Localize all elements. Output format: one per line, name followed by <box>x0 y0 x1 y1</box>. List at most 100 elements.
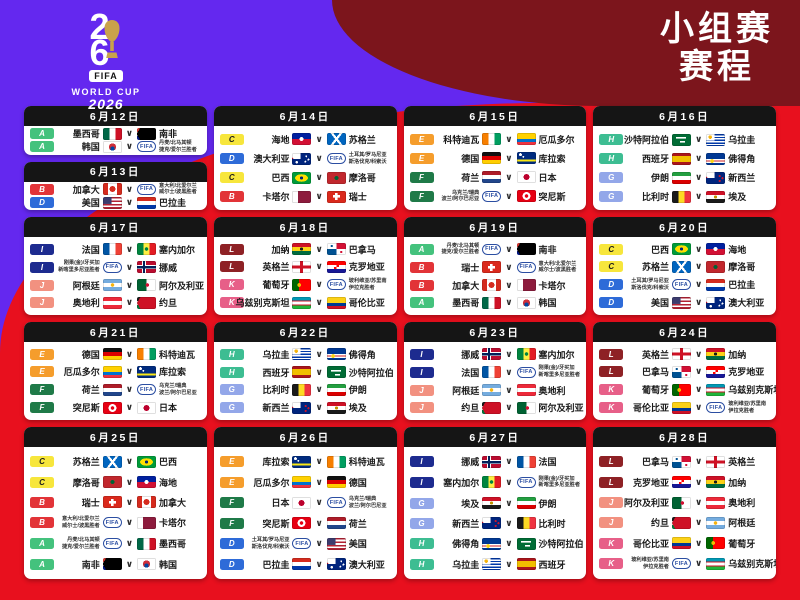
korea-flag <box>516 296 536 309</box>
away-team: 巴西 <box>137 455 201 468</box>
group-badge: H <box>409 538 434 550</box>
mexico-flag <box>102 127 122 140</box>
group-badge: J <box>30 279 54 291</box>
home-team: 墨西哥 <box>58 127 122 140</box>
date-header: 6月23日 <box>403 322 587 342</box>
team-name: 阿根廷 <box>452 385 480 396</box>
austria-flag <box>516 384 536 397</box>
new-zealand-flag <box>482 517 502 530</box>
team-name: 巴拿马 <box>348 244 376 255</box>
group-badge: E <box>409 152 434 164</box>
team-name: 海地 <box>728 244 747 255</box>
switzerland-flag <box>102 496 122 509</box>
match-row: K 哥伦比亚 ∨ 葡萄牙 <box>599 537 770 550</box>
match-row: I 挪威 ∨ 法国 <box>409 455 581 468</box>
team-name: 南非 <box>159 129 178 139</box>
netherlands-flag <box>326 517 346 530</box>
match-row: H 沙特阿拉伯 ∨ 乌拉圭 <box>599 133 770 146</box>
page-title: 小组赛 赛程 <box>660 10 774 86</box>
scotland-flag <box>326 133 346 146</box>
home-team: 哥伦比亚 <box>627 401 691 414</box>
group-badge: F <box>219 497 244 509</box>
team-name: 奥地利 <box>72 298 100 309</box>
south-africa-flag <box>516 243 536 256</box>
team-name: 加拿大 <box>159 497 187 508</box>
day-card: 6月12日 A 墨西哥 ∨ 南非 A 韩国 ∨ FIFA 丹麦/北马其顿 捷克/爱尔兰胜者 <box>24 106 207 155</box>
match-row: E 厄瓜多尔 ∨ 库拉索 <box>30 365 201 378</box>
panama-flag <box>671 455 691 468</box>
versus-icon: ∨ <box>694 517 703 528</box>
away-team: FIFA 乌克兰/瑞典 波兰/阿尔巴尼亚 <box>326 496 391 510</box>
team-name: 新西兰 <box>452 518 480 529</box>
belgium-flag <box>516 517 536 530</box>
team-name: 埃及 <box>728 192 747 202</box>
group-badge: K <box>219 279 244 291</box>
group-badge: C <box>219 133 244 145</box>
mexico-flag <box>137 537 157 550</box>
japan-flag <box>137 401 157 414</box>
team-name: 埃及 <box>348 403 367 414</box>
team-name: 海地 <box>159 477 178 488</box>
senegal-flag <box>482 476 502 489</box>
away-team: FIFA 玻利维亚/苏里南 伊拉克胜者 <box>706 401 770 415</box>
team-name: 约旦 <box>159 298 178 309</box>
australia-flag <box>292 152 312 165</box>
home-team: 阿根廷 <box>438 384 502 397</box>
away-team: 埃及 <box>706 190 770 203</box>
page-title-line2: 赛程 <box>679 48 755 87</box>
card-body: E 科特迪瓦 ∨ 厄瓜多尔 E 德国 ∨ 库拉索 F 荷兰 ∨ 日本 F 乌克兰/瑞典 波兰/阿尔巴尼亚 FI… <box>404 126 587 210</box>
team-name: 英格兰 <box>262 262 290 273</box>
team-name: 沙特阿拉伯 <box>348 367 394 378</box>
versus-icon: ∨ <box>694 172 703 182</box>
team-name: 伊朗 <box>650 173 669 183</box>
paraguay-flag <box>292 558 312 571</box>
canada-flag <box>137 496 157 509</box>
egypt-flag <box>326 401 346 414</box>
match-row: G 比利时 ∨ 埃及 <box>599 190 770 203</box>
home-team: 卡塔尔 <box>248 190 312 203</box>
versus-icon: ∨ <box>125 538 134 549</box>
day-card: 6月13日 B 加拿大 ∨ FIFA 意大利/北爱尔兰 威尔士/波黑胜者 D 美国 ∨ 巴拉圭 <box>24 161 207 210</box>
match-row: F 日本 ∨ FIFA 乌克兰/瑞典 波兰/阿尔巴尼亚 <box>219 496 391 510</box>
versus-icon: ∨ <box>694 456 703 467</box>
match-row: H 佛得角 ∨ 沙特阿拉伯 <box>409 537 584 550</box>
match-row: C 海地 ∨ 苏格兰 <box>219 133 391 146</box>
canada-flag <box>482 279 502 292</box>
team-name: 日本 <box>271 498 290 509</box>
ecuador-flag <box>292 476 312 489</box>
portugal-flag <box>671 383 691 396</box>
team-name: 美国 <box>348 539 367 550</box>
logo-year: 2026 <box>88 96 124 112</box>
team-name: 科特迪瓦 <box>443 134 480 145</box>
away-team: 澳大利亚 <box>706 296 770 309</box>
team-name: 墨西哥 <box>159 539 187 550</box>
home-team: 突尼斯 <box>58 401 122 414</box>
fifa-playoff-badge: FIFA <box>671 279 691 291</box>
team-name: 比利时 <box>262 385 290 396</box>
away-team: 比利时 <box>516 517 581 530</box>
day-card: 6月28日 L 巴拿马 ∨ 英格兰 L 克罗地亚 ∨ 加纳 J 阿尔及利亚 ∨ 奥地利 J 约旦 ∨ 阿根廷 K 哥… <box>593 427 776 579</box>
team-name: 海地 <box>271 134 290 145</box>
versus-icon: ∨ <box>694 279 703 290</box>
group-badge: H <box>219 366 244 378</box>
group-badge: J <box>409 384 434 396</box>
match-row: G 埃及 ∨ 伊朗 <box>409 497 581 510</box>
team-name: 荷兰 <box>81 385 100 396</box>
team-name: 新西兰 <box>728 173 756 183</box>
versus-icon: ∨ <box>125 402 134 413</box>
match-row: L 英格兰 ∨ 克罗地亚 <box>219 260 391 273</box>
group-badge: L <box>219 261 244 273</box>
team-name: 奥地利 <box>538 385 566 396</box>
match-row: D 澳大利亚 ∨ FIFA 土耳其/罗马尼亚 斯洛伐克/科索沃 <box>219 152 391 166</box>
netherlands-flag <box>102 383 122 396</box>
group-badge: K <box>599 384 624 396</box>
versus-icon: ∨ <box>315 243 323 254</box>
team-name: 加拿大 <box>452 280 480 291</box>
group-badge: I <box>409 476 434 488</box>
away-team: 摩洛哥 <box>326 171 391 184</box>
curacao-flag <box>516 152 536 165</box>
away-team: 哥伦比亚 <box>326 296 391 309</box>
away-team: FIFA 玻利维亚/苏里南 伊拉克胜者 <box>326 278 391 292</box>
match-row: J 约旦 ∨ 阿尔及利亚 <box>409 401 584 414</box>
match-row: C 苏格兰 ∨ 摩洛哥 <box>599 260 770 273</box>
